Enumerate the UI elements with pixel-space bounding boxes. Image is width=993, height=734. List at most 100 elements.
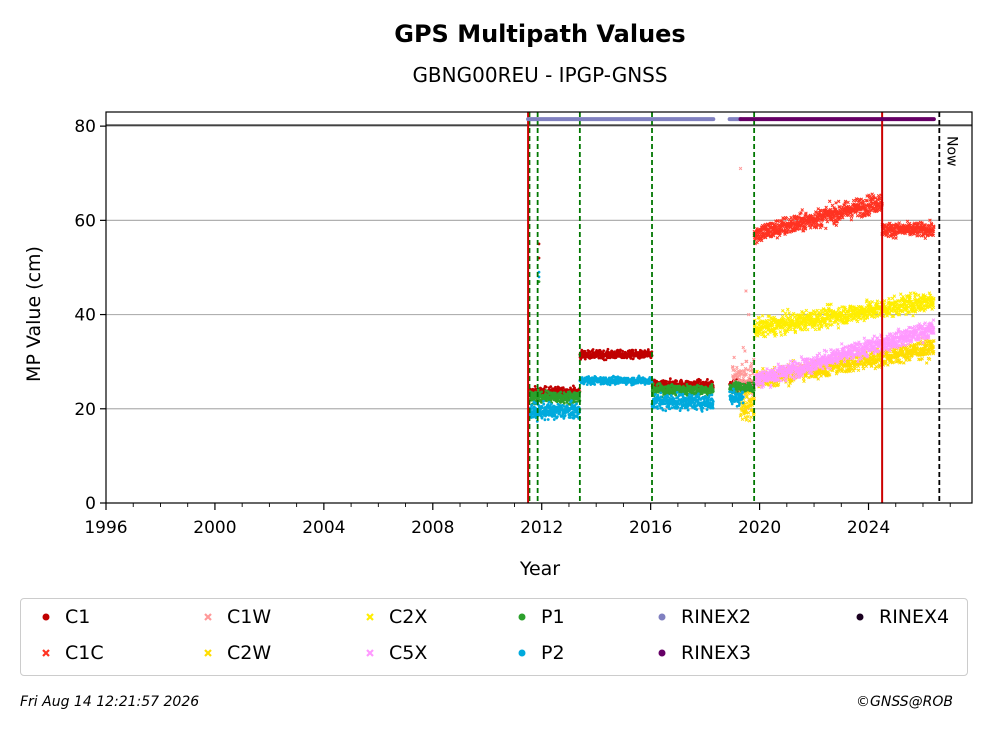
data-point-c1 (533, 384, 537, 388)
data-point-c1c (834, 201, 838, 205)
data-point-c1c (797, 216, 801, 220)
data-point-c1 (549, 385, 553, 389)
data-point-c1c (804, 211, 808, 215)
data-point-c1c (873, 196, 878, 200)
data-point-c1c (759, 238, 764, 243)
data-point-c1c (841, 212, 846, 217)
data-point-c2w (746, 411, 751, 415)
data-point-c2x (815, 308, 819, 313)
data-point-c1c (855, 209, 859, 213)
data-point-c1c (799, 211, 803, 215)
data-point-c2x (789, 327, 793, 332)
series-c1w (730, 166, 756, 411)
data-point-c1 (729, 380, 732, 384)
data-point-c2x (779, 333, 784, 337)
data-point-c1 (711, 380, 714, 384)
data-point-c1 (597, 356, 601, 360)
data-point-c5x (931, 318, 936, 322)
data-point-c1c (876, 193, 881, 198)
data-point-c5x (765, 367, 769, 371)
data-point-c2x (887, 296, 891, 301)
data-point-c1 (583, 357, 587, 361)
data-point-c1 (621, 349, 624, 353)
data-point-c1c (838, 205, 842, 209)
data-point-c1c (776, 218, 780, 223)
data-point-c1c (894, 236, 898, 240)
data-point-c1c (775, 222, 779, 227)
data-point-c1 (634, 348, 638, 352)
data-point-c1c (824, 217, 829, 221)
data-point-c1w (738, 166, 743, 171)
data-point-c5x (823, 353, 827, 357)
data-point-c2x (803, 327, 807, 332)
data-point-c1c (798, 227, 802, 231)
data-point-c1 (619, 348, 622, 352)
data-point-c1c (835, 219, 840, 224)
data-point-c1w (748, 373, 752, 378)
data-point-c2w (902, 361, 906, 365)
data-point-c1 (629, 356, 633, 360)
data-point-c2x (913, 295, 917, 299)
data-point-c2x (805, 327, 810, 332)
data-point-c1 (665, 380, 669, 383)
data-point-c2x (783, 332, 787, 337)
data-point-c1 (675, 379, 679, 383)
data-point-c2w (761, 366, 765, 371)
data-point-c1c (865, 199, 870, 203)
data-point-c1c (827, 199, 832, 204)
data-point-c1c (917, 233, 921, 238)
data-point-c2x (870, 300, 875, 304)
data-point-c1c (808, 226, 813, 230)
data-point-c1c (825, 219, 830, 224)
data-point-c2x (786, 307, 790, 312)
data-point-c1c (775, 236, 780, 240)
data-point-c1 (602, 349, 606, 353)
data-point-c2w (886, 363, 890, 367)
data-point-c2w (787, 384, 791, 388)
data-point-c1c (861, 199, 865, 203)
data-point-c1w (741, 345, 745, 350)
data-point-c1c (784, 216, 789, 221)
data-point-c1c (867, 213, 872, 217)
data-point-c1w (746, 368, 750, 372)
chart-title: GPS Multipath Values (394, 20, 685, 48)
data-point-c2w (747, 419, 752, 423)
data-point-c2x (836, 326, 841, 330)
data-point-c2w (746, 414, 750, 419)
data-point-c1 (544, 385, 548, 389)
data-point-c5x (872, 334, 877, 338)
data-point-c1c (849, 218, 854, 222)
series-c1c (752, 192, 936, 246)
data-point-c1c (837, 205, 841, 209)
data-point-c1c (785, 230, 789, 234)
data-point-c1w (743, 349, 747, 353)
data-point-c2x (780, 314, 785, 319)
data-point-c1c (850, 213, 855, 217)
data-point-c1c (814, 225, 819, 230)
data-point-c1c (923, 236, 928, 241)
data-point-c2w (816, 377, 820, 381)
data-point-c1c (771, 232, 775, 237)
data-point-c5x (862, 336, 867, 340)
data-point-c1c (830, 203, 835, 208)
data-point-c1c (843, 199, 848, 204)
data-point-c2w (924, 361, 929, 365)
data-point-c1c (841, 215, 845, 220)
data-point-c2w (802, 379, 806, 384)
data-point-c1c (771, 233, 776, 238)
data-point-c2w (861, 366, 866, 371)
data-point-c2x (767, 318, 771, 323)
data-point-c2x (872, 315, 877, 319)
data-point-c5x (811, 356, 816, 360)
data-point-c2x (836, 322, 840, 326)
data-point-c5x (799, 355, 804, 359)
data-point-c2x (916, 293, 921, 297)
data-point-c1 (606, 347, 610, 351)
data-point-c1w (735, 365, 739, 370)
data-point-c1c (824, 205, 828, 210)
data-point-c1 (591, 348, 595, 351)
data-point-c1 (572, 384, 575, 388)
data-point-c2x (899, 292, 903, 296)
data-point-c2x (787, 311, 791, 315)
data-point-c1 (668, 377, 672, 381)
